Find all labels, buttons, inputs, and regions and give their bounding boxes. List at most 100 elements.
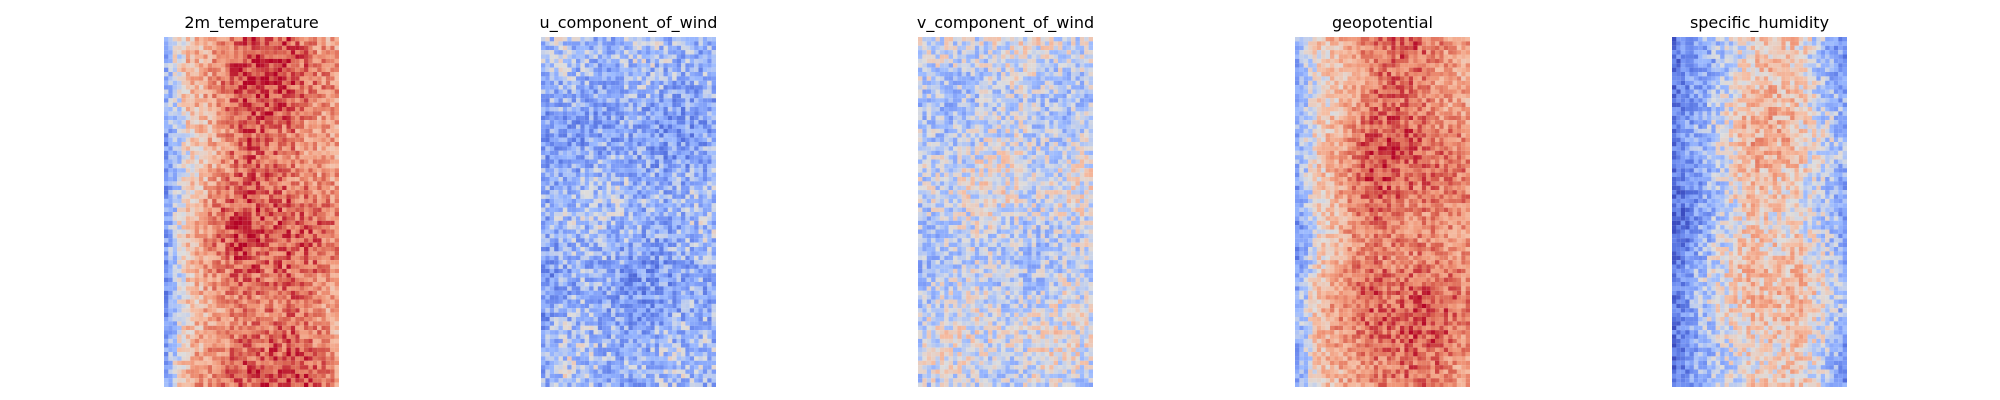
heatmap-cell <box>334 146 339 151</box>
heatmap-cell <box>584 163 590 169</box>
heatmap-cell <box>558 203 563 208</box>
heatmap-cell <box>273 255 278 261</box>
heatmap-cell <box>190 58 195 64</box>
heatmap-cell <box>562 198 568 204</box>
heatmap-cell <box>225 330 230 335</box>
heatmap-cell <box>234 54 239 59</box>
heatmap-cell <box>606 146 612 151</box>
heatmap-cell <box>615 177 620 182</box>
heatmap-cell <box>282 155 287 160</box>
heatmap-cell <box>632 124 638 129</box>
heatmap-cell <box>637 155 642 160</box>
heatmap-cell <box>672 181 677 186</box>
heatmap-cell <box>554 63 559 68</box>
heatmap-cell <box>672 63 677 68</box>
heatmap-cell <box>711 133 716 138</box>
heatmap-cell <box>580 216 585 221</box>
heatmap-cell <box>181 264 186 269</box>
heatmap-cell <box>545 207 550 213</box>
heatmap-cell <box>567 216 572 221</box>
heatmap-cell <box>676 98 682 103</box>
heatmap-cell <box>234 37 239 42</box>
heatmap-cell <box>220 72 226 77</box>
heatmap-cell <box>194 247 200 252</box>
heatmap-cell <box>207 330 213 335</box>
heatmap-cell <box>567 98 572 103</box>
heatmap-cell <box>317 85 322 90</box>
heatmap-cell <box>185 325 191 331</box>
heatmap-cell <box>698 37 703 42</box>
heatmap-cell <box>247 255 252 261</box>
heatmap-cell <box>207 321 213 326</box>
heatmap-cell <box>334 150 339 156</box>
heatmap-cell <box>238 338 243 344</box>
heatmap-cell <box>216 177 221 182</box>
heatmap-cell <box>199 177 204 182</box>
heatmap-cell <box>203 89 208 94</box>
heatmap-cell <box>212 277 217 283</box>
heatmap-cell <box>304 264 309 269</box>
heatmap-cell <box>251 233 256 239</box>
heatmap-cell <box>164 203 169 208</box>
heatmap-cell <box>711 168 716 173</box>
heatmap-cell <box>584 111 590 116</box>
heatmap-cell <box>545 120 550 125</box>
heatmap-cell <box>273 67 278 73</box>
heatmap-cell <box>220 203 226 208</box>
heatmap-cell <box>247 282 252 287</box>
heatmap-cell <box>545 76 550 81</box>
heatmap-cell <box>238 72 243 77</box>
heatmap-cell <box>181 37 186 42</box>
heatmap-cell <box>667 146 673 151</box>
heatmap-cell <box>212 212 217 217</box>
heatmap-cell <box>312 251 318 256</box>
heatmap-cell <box>164 273 169 278</box>
heatmap-cell <box>672 76 677 81</box>
heatmap-cell <box>199 325 204 331</box>
heatmap-cell <box>659 212 664 217</box>
heatmap-cell <box>238 150 243 156</box>
heatmap-cell <box>273 115 278 121</box>
heatmap-cell <box>304 347 309 353</box>
heatmap-cell <box>689 216 695 221</box>
heatmap-cell <box>707 225 712 230</box>
heatmap-cell <box>304 216 309 221</box>
heatmap-cell <box>619 168 625 173</box>
heatmap-cell <box>667 207 673 213</box>
heatmap-cell <box>646 229 651 234</box>
heatmap-cell <box>667 155 673 160</box>
heatmap-cell <box>641 45 647 51</box>
heatmap-cell <box>225 382 230 387</box>
heatmap-cell <box>304 198 309 204</box>
heatmap-cell <box>308 321 313 326</box>
heatmap-cell <box>615 137 620 143</box>
heatmap-cell <box>317 54 322 59</box>
heatmap-cell <box>637 194 642 199</box>
heatmap-cell <box>242 93 248 99</box>
heatmap-cell <box>181 286 186 291</box>
heatmap-cell <box>255 334 261 339</box>
heatmap-cell <box>317 185 322 191</box>
heatmap-cell <box>567 76 572 81</box>
heatmap-cell <box>606 54 612 59</box>
heatmap-cell <box>216 150 221 156</box>
heatmap-cell <box>286 373 291 379</box>
heatmap-cell <box>584 76 590 81</box>
heatmap-cell <box>177 373 182 379</box>
heatmap-cell <box>567 93 572 99</box>
heatmap-cell <box>207 369 213 374</box>
heatmap-cell <box>260 216 265 221</box>
heatmap-cell <box>255 203 261 208</box>
heatmap-cell <box>273 229 278 234</box>
heatmap-cell <box>181 93 186 99</box>
heatmap-cell <box>260 286 265 291</box>
heatmap-cell <box>203 159 208 164</box>
heatmap-cell <box>269 317 274 322</box>
heatmap-cell <box>172 177 178 182</box>
heatmap-cell <box>597 163 603 169</box>
heatmap-cell <box>589 177 594 182</box>
heatmap-cell <box>260 365 265 370</box>
heatmap-cell <box>304 89 309 94</box>
heatmap-cell <box>168 260 173 265</box>
heatmap-cell <box>277 198 283 204</box>
